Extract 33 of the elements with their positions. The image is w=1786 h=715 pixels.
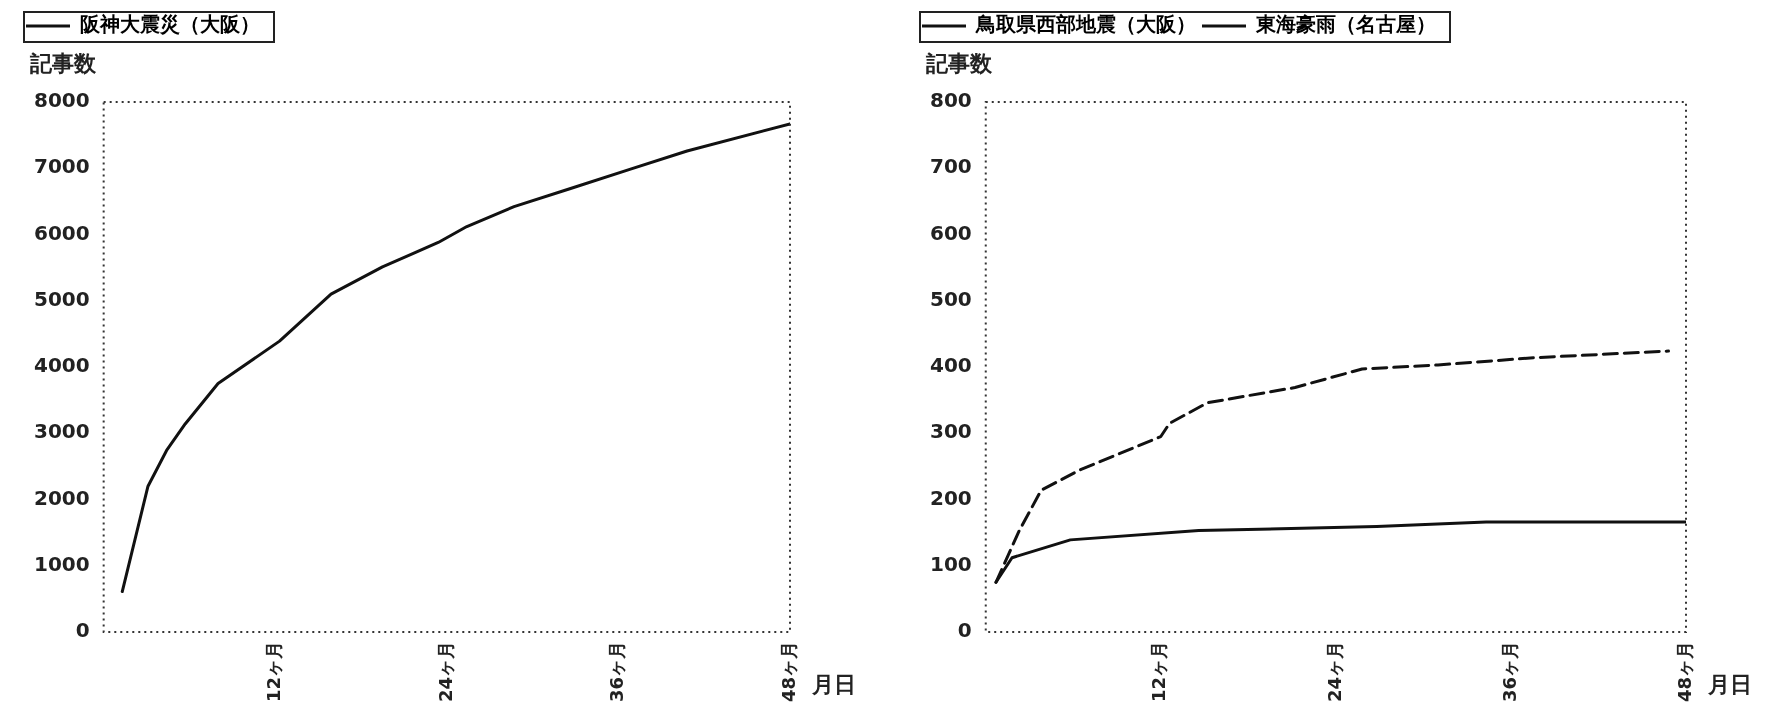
y-tick-label: 8000	[33, 88, 90, 113]
x-axis-title: 月日	[811, 671, 856, 697]
y-tick-label: 300	[930, 419, 972, 444]
y-axis-title: 記事数	[29, 50, 97, 76]
y-tick-label: 7000	[33, 154, 90, 179]
y-tick-label: 700	[930, 154, 972, 179]
y-tick-label: 3000	[33, 419, 90, 444]
y-tick-label: 0	[75, 618, 90, 643]
y-tick-label: 500	[930, 286, 972, 311]
y-tick-label: 200	[930, 485, 972, 510]
legend-label: 阪神大震災（大阪）	[80, 12, 260, 37]
x-axis-title: 月日	[1707, 671, 1752, 697]
x-tick-label: 36ヶ月	[606, 640, 628, 703]
x-tick-label: 12ヶ月	[1148, 640, 1170, 703]
legend-label: 東海豪雨（名古屋）	[1255, 12, 1436, 37]
y-tick-label: 800	[930, 88, 972, 113]
x-tick-label: 24ヶ月	[1323, 640, 1345, 703]
x-tick-label: 36ヶ月	[1498, 640, 1520, 703]
x-tick-label: 24ヶ月	[434, 640, 456, 703]
x-tick-label: 12ヶ月	[262, 640, 284, 703]
y-tick-label: 100	[930, 551, 972, 576]
x-tick-label: 48ヶ月	[777, 640, 799, 703]
y-tick-label: 1000	[33, 551, 90, 576]
y-tick-label: 0	[957, 618, 972, 643]
y-tick-label: 6000	[33, 220, 90, 245]
y-tick-label: 400	[930, 353, 972, 378]
y-axis-title: 記事数	[925, 50, 993, 76]
legend-label: 鳥取県西部地震（大阪）	[975, 12, 1196, 37]
x-tick-label: 48ヶ月	[1673, 640, 1695, 703]
y-tick-label: 2000	[33, 485, 90, 510]
y-tick-label: 5000	[33, 286, 90, 311]
y-tick-label: 600	[930, 220, 972, 245]
y-tick-label: 4000	[33, 353, 90, 378]
